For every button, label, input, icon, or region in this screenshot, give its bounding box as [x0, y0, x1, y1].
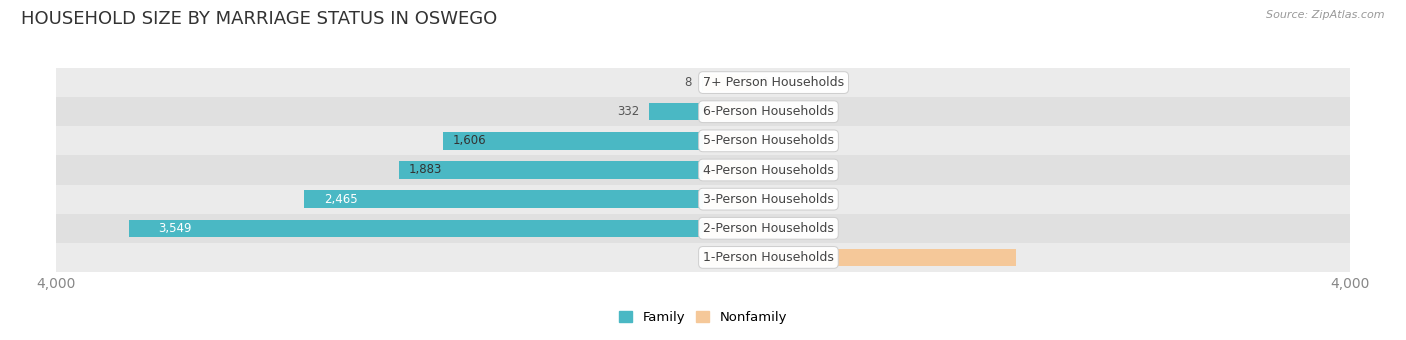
Text: 0: 0 — [761, 193, 769, 206]
Bar — [703, 132, 751, 150]
Bar — [56, 214, 1350, 243]
Text: 7+ Person Households: 7+ Person Households — [703, 76, 844, 89]
Bar — [703, 249, 1017, 266]
Bar — [56, 68, 1350, 97]
Text: 3,549: 3,549 — [157, 222, 191, 235]
Text: 0: 0 — [761, 164, 769, 176]
Text: 0: 0 — [761, 134, 769, 147]
Text: Source: ZipAtlas.com: Source: ZipAtlas.com — [1267, 10, 1385, 20]
Bar — [443, 132, 703, 150]
Bar — [129, 220, 703, 237]
Text: 1,606: 1,606 — [453, 134, 486, 147]
Bar — [56, 185, 1350, 214]
Bar — [650, 103, 703, 120]
Bar — [703, 161, 751, 179]
Bar — [56, 155, 1350, 185]
Bar — [703, 220, 772, 237]
Text: 8: 8 — [685, 76, 692, 89]
Text: 1,883: 1,883 — [408, 164, 441, 176]
Legend: Family, Nonfamily: Family, Nonfamily — [613, 306, 793, 329]
Bar — [703, 74, 751, 91]
Text: 6-Person Households: 6-Person Households — [703, 105, 834, 118]
Bar — [56, 97, 1350, 126]
Bar — [305, 190, 703, 208]
Text: 1-Person Households: 1-Person Households — [703, 251, 834, 264]
Bar — [56, 243, 1350, 272]
Text: 2-Person Households: 2-Person Households — [703, 222, 834, 235]
Text: 2,465: 2,465 — [325, 193, 359, 206]
Bar — [703, 190, 751, 208]
Text: 425: 425 — [761, 222, 783, 235]
Text: 0: 0 — [761, 105, 769, 118]
Text: 332: 332 — [617, 105, 640, 118]
Bar — [398, 161, 703, 179]
Text: 4-Person Households: 4-Person Households — [703, 164, 834, 176]
Text: 5-Person Households: 5-Person Households — [703, 134, 834, 147]
Text: HOUSEHOLD SIZE BY MARRIAGE STATUS IN OSWEGO: HOUSEHOLD SIZE BY MARRIAGE STATUS IN OSW… — [21, 10, 498, 28]
Bar — [703, 103, 751, 120]
Text: 1,935: 1,935 — [761, 251, 794, 264]
Text: 3-Person Households: 3-Person Households — [703, 193, 834, 206]
Text: 0: 0 — [761, 76, 769, 89]
Bar — [56, 126, 1350, 155]
